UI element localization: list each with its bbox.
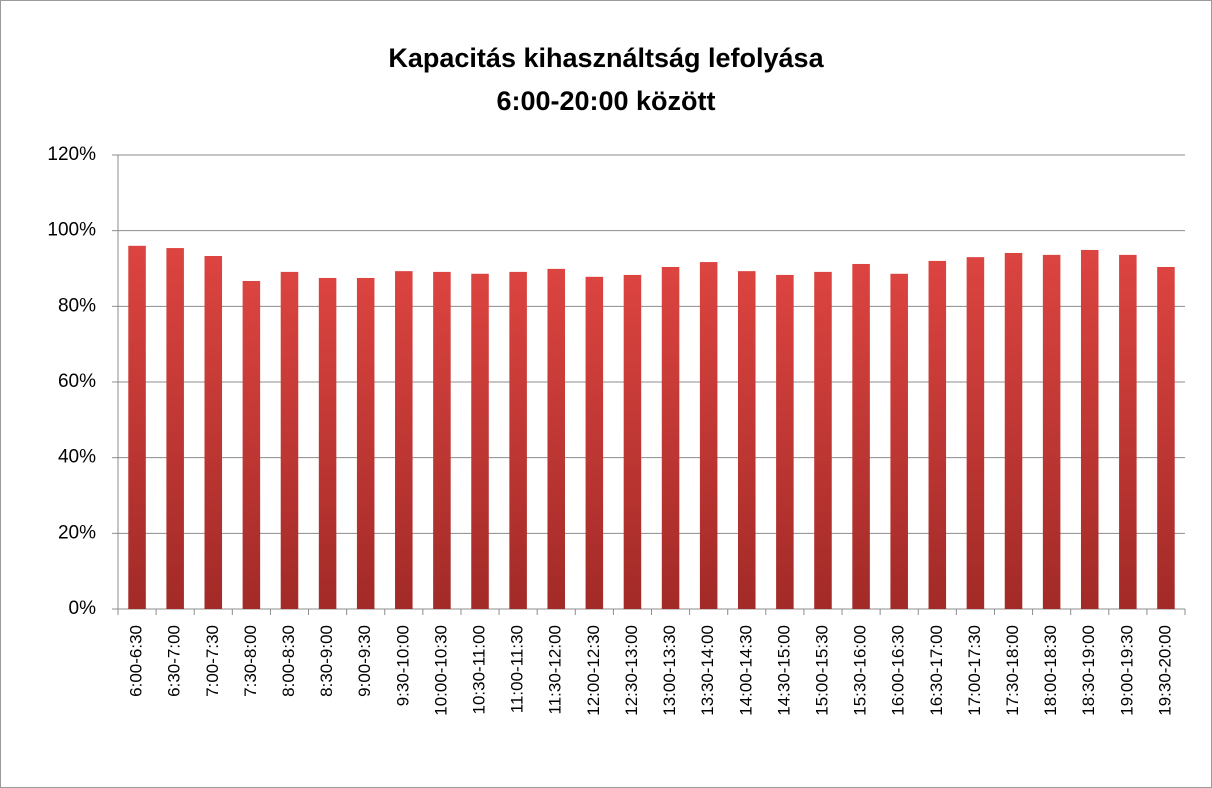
bar xyxy=(433,271,451,609)
x-tick-label: 14:00-14:30 xyxy=(736,625,755,716)
y-tick-label: 40% xyxy=(58,447,96,468)
bar xyxy=(585,276,604,609)
x-tick-label: 17:00-17:30 xyxy=(965,625,984,716)
bar xyxy=(242,280,261,609)
x-tick-label: 10:30-11:00 xyxy=(470,625,489,714)
bar xyxy=(318,277,337,609)
x-tick-label: 10:00-10:30 xyxy=(431,625,450,716)
bar xyxy=(356,277,375,609)
bar xyxy=(966,257,985,609)
x-tick-label: 7:00-7:30 xyxy=(203,625,222,697)
x-tick-label: 9:30-10:00 xyxy=(393,625,412,706)
x-tick-label: 13:00-13:30 xyxy=(660,625,679,716)
bar xyxy=(1080,249,1099,609)
y-tick-label: 100% xyxy=(47,220,96,241)
x-tick-label: 18:30-19:00 xyxy=(1079,625,1098,716)
bar xyxy=(623,274,642,609)
chart-title: Kapacitás kihasználtság lefolyása xyxy=(388,43,824,73)
y-tick-label: 60% xyxy=(58,371,96,392)
x-tick-label: 8:30-9:00 xyxy=(317,625,336,697)
x-tick-label: 12:00-12:30 xyxy=(584,625,603,716)
bar xyxy=(471,273,489,609)
x-tick-label: 11:30-12:00 xyxy=(546,625,565,714)
bar xyxy=(1119,254,1137,609)
bar xyxy=(204,256,223,609)
x-tick-label: 11:00-11:30 xyxy=(508,625,527,713)
bar xyxy=(776,274,794,609)
bar xyxy=(509,271,527,609)
bar xyxy=(128,245,146,610)
bar xyxy=(699,262,718,609)
x-tick-label: 19:30-20:00 xyxy=(1155,625,1174,716)
bar xyxy=(928,260,947,609)
bar xyxy=(166,248,184,609)
x-tick-label: 8:00-8:30 xyxy=(279,625,298,697)
x-tick-label: 6:30-7:00 xyxy=(165,625,184,697)
y-tick-label: 0% xyxy=(69,598,97,619)
x-tick-label: 16:00-16:30 xyxy=(889,625,908,716)
x-tick-label: 15:30-16:00 xyxy=(851,625,870,716)
bar xyxy=(547,268,565,609)
bar xyxy=(852,263,870,609)
x-tick-label: 7:30-8:00 xyxy=(241,625,260,697)
x-tick-label: 17:30-18:00 xyxy=(1003,625,1022,716)
x-tick-label: 16:30-17:00 xyxy=(927,625,946,716)
bar xyxy=(661,266,680,609)
bar xyxy=(1004,252,1023,609)
bar xyxy=(280,271,299,609)
bar xyxy=(395,271,413,609)
x-tick-label: 13:30-14:00 xyxy=(698,625,717,716)
y-tick-label: 120% xyxy=(47,144,96,165)
x-tick-label: 19:00-19:30 xyxy=(1117,625,1136,716)
bar xyxy=(1157,266,1175,609)
chart-title: 6:00-20:00 között xyxy=(496,86,715,116)
bar xyxy=(814,271,832,609)
bar xyxy=(890,273,908,609)
x-tick-label: 15:00-15:30 xyxy=(812,625,831,716)
y-tick-label: 20% xyxy=(58,522,96,543)
y-tick-label: 80% xyxy=(58,295,96,316)
bar xyxy=(738,271,756,609)
x-tick-label: 6:00-6:30 xyxy=(127,625,146,697)
x-tick-label: 14:30-15:00 xyxy=(774,625,793,716)
x-tick-label: 9:00-9:30 xyxy=(355,625,374,697)
bar xyxy=(1042,254,1061,609)
x-tick-label: 18:00-18:30 xyxy=(1041,625,1060,716)
x-tick-label: 12:30-13:00 xyxy=(622,625,641,716)
